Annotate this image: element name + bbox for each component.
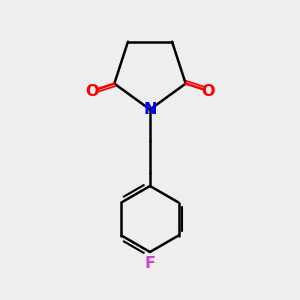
Text: F: F bbox=[145, 256, 155, 271]
Text: O: O bbox=[202, 83, 215, 98]
Text: N: N bbox=[143, 102, 157, 117]
Text: O: O bbox=[85, 83, 98, 98]
